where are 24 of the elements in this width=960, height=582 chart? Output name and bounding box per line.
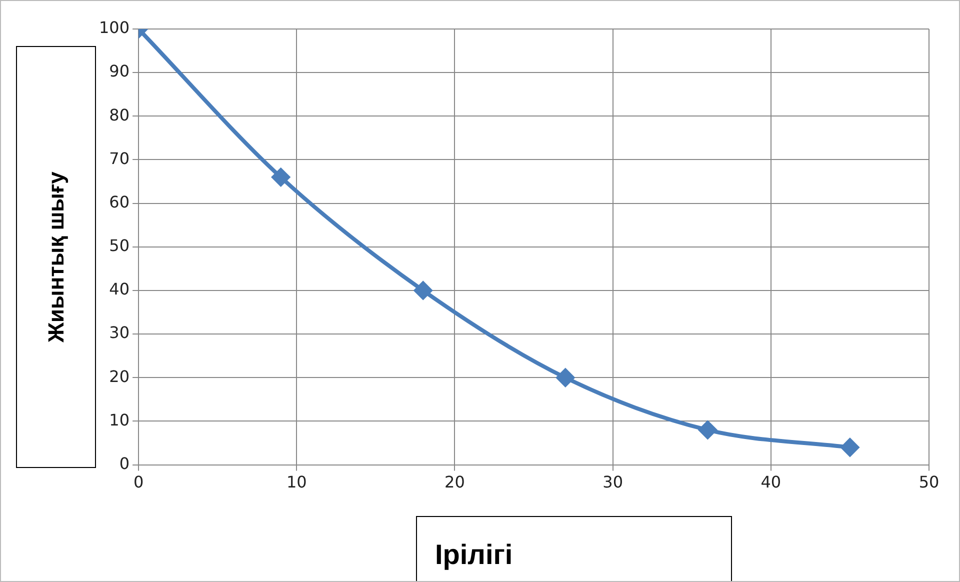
y-axis-title: Жиынтық шығу [43, 172, 69, 342]
y-tick-label: 70 [109, 148, 130, 168]
x-tick-label: 40 [760, 472, 782, 492]
y-tick-label: 40 [109, 280, 130, 299]
point [556, 368, 574, 387]
y-tick-label: 90 [109, 62, 130, 81]
point [840, 438, 859, 456]
point [272, 168, 290, 186]
point [414, 281, 432, 300]
x-tick-label: 0 [133, 472, 144, 492]
y-tick-label: 20 [109, 366, 130, 386]
y-tick-label: 30 [109, 323, 130, 342]
y-tick-label: 100 [98, 18, 130, 38]
x-axis-title: Ірілігі [416, 516, 732, 582]
y-tick-label: 10 [109, 410, 130, 430]
x-tick-label: 10 [286, 472, 307, 492]
x-tick-label: 20 [444, 472, 465, 492]
x-tick-label: 30 [602, 472, 623, 492]
y-tick-label: 0 [119, 454, 130, 473]
y-tick-label: 50 [109, 236, 130, 256]
x-tick-label: 50 [918, 472, 940, 492]
y-tick-label: 60 [109, 192, 130, 212]
point [698, 420, 717, 439]
y-tick-label: 80 [109, 105, 130, 124]
